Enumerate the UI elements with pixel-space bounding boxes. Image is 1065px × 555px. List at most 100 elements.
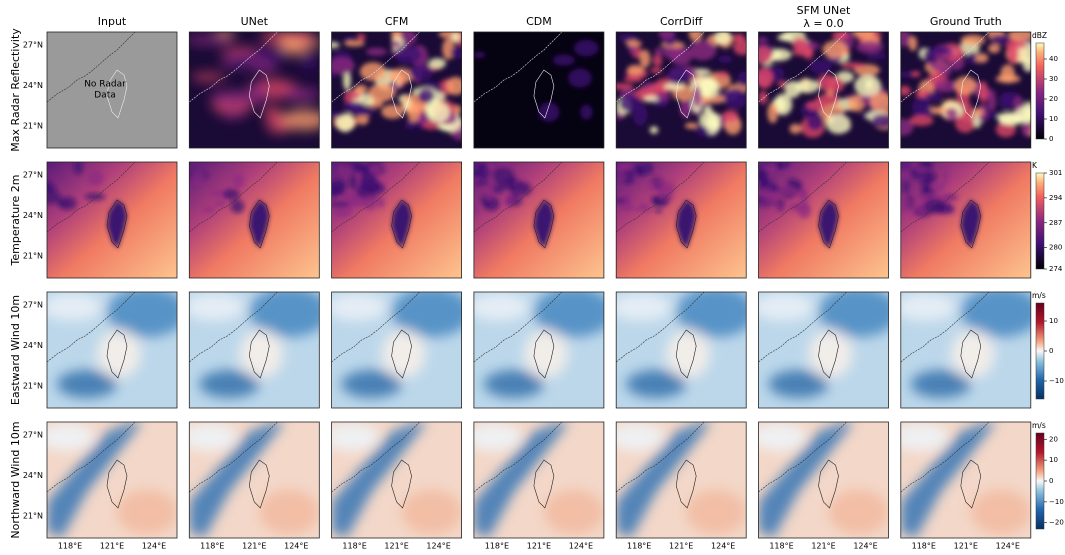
- coastline: [189, 292, 278, 363]
- lat-tick-label: 21°N: [23, 382, 43, 391]
- lon-tick-label: 118°E: [58, 542, 82, 551]
- map-panel: [900, 291, 1032, 409]
- map-panel: [615, 161, 747, 279]
- map-panel: [473, 161, 605, 279]
- panel-frame: [900, 31, 1032, 149]
- taiwan-outline: [960, 199, 982, 249]
- panel-frame: [900, 421, 1032, 539]
- row-label: Eastward Wind 10m: [9, 295, 22, 405]
- panel-frame: [473, 161, 605, 279]
- lon-tick-label: 124°E: [996, 542, 1020, 551]
- map-panel: [46, 161, 178, 279]
- map-panel: [46, 291, 178, 409]
- map-texture: [331, 292, 462, 398]
- map-panel: [473, 421, 605, 539]
- panel-frame: [758, 291, 889, 409]
- panel-frame: [331, 421, 463, 539]
- taiwan-outline: [248, 329, 270, 379]
- colorbar-tick-label: −20: [1049, 519, 1064, 527]
- colorbar-tick-label: −10: [1049, 498, 1064, 506]
- map-panel: [331, 161, 463, 279]
- lon-tick-label: 121°E: [242, 542, 266, 551]
- map-texture: [616, 292, 747, 398]
- map-texture: [758, 292, 889, 398]
- coastline: [900, 292, 990, 363]
- lon-tick-label: 124°E: [853, 542, 877, 551]
- colorbar-tick-label: 10: [1049, 456, 1058, 464]
- lon-tick-label: 118°E: [769, 542, 793, 551]
- colorbar-tick-label: 0: [1049, 347, 1053, 355]
- taiwan-outline: [960, 459, 982, 509]
- lat-tick-label: 27°N: [23, 41, 43, 50]
- panel-frame: [900, 161, 1032, 279]
- lon-tick-label: 124°E: [569, 542, 593, 551]
- lon-tick-label: 118°E: [485, 542, 509, 551]
- coastline: [758, 162, 847, 233]
- map-texture: [47, 162, 106, 211]
- taiwan-outline: [675, 69, 697, 119]
- map-texture: [331, 422, 462, 538]
- column-title: Ground Truth: [930, 15, 1002, 28]
- panel-frame: [46, 161, 178, 279]
- map-texture: [473, 162, 532, 216]
- taiwan-outline: [106, 459, 128, 509]
- map-panel: [615, 421, 747, 539]
- colorbar-tick-label: 294: [1049, 194, 1063, 202]
- map-field: [47, 32, 177, 148]
- colorbar-tick-label: 0: [1049, 135, 1053, 143]
- colorbar-tick-label: −10: [1049, 377, 1064, 385]
- lat-tick-label: 21°N: [23, 252, 43, 261]
- panel-frame: [758, 161, 889, 279]
- taiwan-outline: [248, 199, 270, 249]
- lat-tick-label: 27°N: [23, 431, 43, 440]
- map-panel: [758, 161, 889, 279]
- map-panel: [758, 291, 889, 409]
- map-panel: [758, 421, 889, 539]
- coastline: [616, 292, 705, 363]
- annotation: No Radar: [84, 80, 126, 90]
- coastline: [331, 32, 420, 103]
- map-texture: [616, 422, 747, 538]
- colorbar-tick-label: 274: [1049, 265, 1063, 273]
- row-label: Temperature 2m: [9, 175, 22, 267]
- coastline: [331, 422, 420, 493]
- colorbar-tick-label: 280: [1049, 244, 1062, 252]
- lon-tick-label: 121°E: [669, 542, 693, 551]
- column-title: SFM UNet: [797, 4, 851, 17]
- column-title: UNet: [241, 15, 269, 28]
- taiwan-field: [533, 200, 554, 248]
- lat-tick-label: 27°N: [23, 301, 43, 310]
- colorbar-tick-label: 20: [1049, 435, 1058, 443]
- panel-frame: [331, 31, 463, 149]
- map-panel: [615, 291, 747, 409]
- taiwan-outline: [106, 69, 128, 119]
- coastline: [331, 292, 420, 363]
- panel-frame: [46, 291, 178, 409]
- map-panel: [473, 31, 605, 149]
- coastline: [616, 422, 705, 493]
- colorbar-unit: m/s: [1032, 421, 1046, 430]
- taiwan-outline: [106, 329, 128, 379]
- lon-tick-label: 121°E: [384, 542, 408, 551]
- colorbar-tick-label: 30: [1049, 75, 1058, 83]
- colorbar: [1035, 432, 1045, 530]
- map-texture: [331, 32, 462, 140]
- coastline: [900, 162, 990, 233]
- taiwan-outline: [533, 199, 555, 249]
- lat-tick-label: 24°N: [23, 341, 43, 350]
- map-panel: [188, 31, 320, 149]
- lon-tick-label: 118°E: [912, 542, 936, 551]
- panel-frame: [46, 31, 178, 149]
- colorbar-tick-label: 40: [1049, 55, 1058, 63]
- panel-frame: [331, 161, 463, 279]
- taiwan-outline: [960, 69, 982, 119]
- coastline: [47, 422, 136, 493]
- map-texture: [189, 170, 245, 214]
- map-texture: [189, 292, 320, 398]
- map-panel: [331, 291, 463, 409]
- colorbar-tick-label: 0: [1049, 477, 1053, 485]
- taiwan-outline: [106, 199, 128, 249]
- map-texture: [900, 422, 1031, 538]
- coastline: [900, 422, 990, 493]
- map-texture: [189, 422, 320, 538]
